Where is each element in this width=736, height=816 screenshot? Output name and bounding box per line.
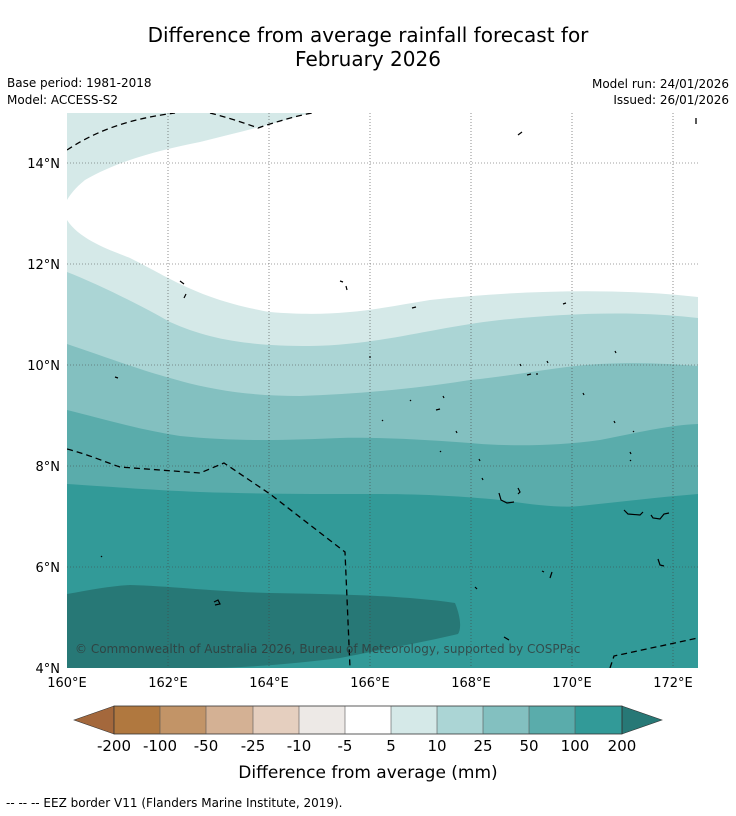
title-line1: Difference from average rainfall forecas… [147, 23, 589, 47]
colorbar-segment [483, 706, 529, 734]
lat-label: 14°N [27, 157, 60, 172]
colorbar-tick: 100 [561, 737, 590, 755]
lon-label: 168°E [451, 676, 491, 691]
colorbar-dividers [159, 706, 576, 734]
colorbar-tick: -200 [97, 737, 131, 755]
colorbar-segment [299, 706, 345, 734]
colorbar-segment [253, 706, 299, 734]
colorbar-frame [113, 705, 623, 735]
colorbar-tick: 200 [608, 737, 637, 755]
colorbar-tick: -25 [241, 737, 266, 755]
colorbar-segment [529, 706, 575, 734]
colorbar-tick: 10 [427, 737, 446, 755]
lon-label: 170°E [552, 676, 592, 691]
lat-label: 4°N [36, 662, 61, 677]
colorbar-tick: -100 [143, 737, 177, 755]
colorbar-segment [391, 706, 437, 734]
issued-date: Issued: 26/01/2026 [613, 93, 729, 107]
lon-label: 166°E [350, 676, 390, 691]
lon-label: 160°E [47, 676, 87, 691]
lon-label: 162°E [148, 676, 188, 691]
colorbar-segment [114, 706, 160, 734]
rainfall-map: © Commonwealth of Australia 2026, Bureau… [67, 113, 698, 668]
colorbar-high-arrow [621, 705, 663, 735]
colorbar-tick: -50 [194, 737, 219, 755]
model-name: Model: ACCESS-S2 [7, 93, 119, 107]
island-outlines [100, 131, 670, 641]
contour-band-gt-200 [67, 585, 461, 668]
eez-borders [67, 113, 698, 668]
colorbar-tick: 50 [519, 737, 538, 755]
colorbar-segment [160, 706, 206, 734]
eez-footnote: -- -- -- EEZ border V11 (Flanders Marine… [6, 796, 343, 810]
colorbar-tick-labels: -200 -100 -50 -25 -10 -5 5 10 25 50 100 … [97, 737, 636, 755]
longitude-labels: 160°E 162°E 164°E 166°E 168°E 170°E 172°… [47, 676, 693, 691]
colorbar-tick: -5 [338, 737, 353, 755]
lat-label: 12°N [27, 258, 60, 273]
lat-label: 6°N [36, 561, 61, 576]
copyright-text: © Commonwealth of Australia 2026, Bureau… [75, 642, 580, 656]
contour-band-top [67, 113, 310, 200]
model-run: Model run: 24/01/2026 [591, 77, 729, 91]
colorbar-tick: 25 [473, 737, 492, 755]
colorbar-segment [437, 706, 483, 734]
lon-label: 164°E [249, 676, 289, 691]
base-period: Base period: 1981-2018 [7, 76, 152, 90]
title-line2: February 2026 [295, 47, 441, 71]
colorbar-segment [575, 706, 622, 734]
colorbar-tick: 5 [386, 737, 396, 755]
colorbar-title: Difference from average (mm) [238, 763, 497, 783]
gridlines [67, 113, 698, 668]
colorbar-segment [206, 706, 253, 734]
lat-label: 10°N [27, 359, 60, 374]
colorbar-tick: -10 [287, 737, 312, 755]
colorbar-segment [345, 706, 391, 734]
lon-label: 172°E [653, 676, 693, 691]
colorbar-low-arrow [73, 705, 115, 735]
colorbar [73, 705, 663, 735]
latitude-labels: 14°N 12°N 10°N 8°N 6°N 4°N [27, 157, 60, 677]
lat-label: 8°N [36, 460, 61, 475]
